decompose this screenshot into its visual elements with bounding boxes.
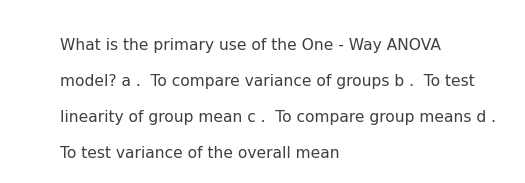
Text: What is the primary use of the One - Way ANOVA: What is the primary use of the One - Way… [60,38,441,53]
Text: linearity of group mean c .  To compare group means d .: linearity of group mean c . To compare g… [60,110,496,125]
Text: model? a .  To compare variance of groups b .  To test: model? a . To compare variance of groups… [60,74,475,89]
Text: To test variance of the overall mean: To test variance of the overall mean [60,146,340,161]
